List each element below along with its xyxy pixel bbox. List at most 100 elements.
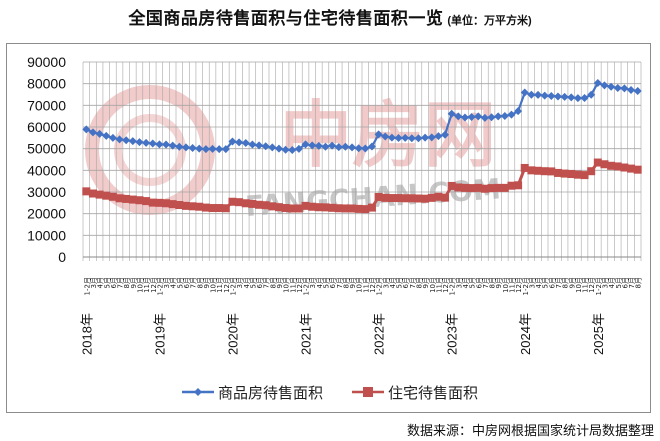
diamond-marker-icon [341,142,350,151]
legend-label: 商品房待售面积 [218,384,323,402]
square-marker-icon [607,161,616,170]
diamond-marker-icon [387,133,396,142]
chart-title: 全国商品房待售面积与住宅待售面积一览 (单位：万平方米) [0,4,660,29]
x-tick-label: 10月 [502,277,510,293]
square-marker-icon [407,194,416,203]
square-marker-icon [208,204,217,213]
square-marker-icon [354,204,363,213]
diamond-marker-icon [95,129,104,138]
square-marker-icon [474,183,483,192]
square-marker-icon [135,196,144,205]
y-tick-label: 0 [58,249,66,265]
square-marker-icon [514,181,523,190]
diamond-marker-icon [454,112,463,121]
square-marker-icon [341,204,350,213]
square-marker-icon [301,201,310,210]
square-marker-icon [334,204,343,213]
x-tick-label: 6月 [256,277,264,288]
square-marker-icon [128,195,137,204]
square-marker-icon [381,193,390,202]
x-tick-label: 11月 [362,277,370,293]
square-marker-icon [467,184,476,193]
diamond-marker-icon [401,133,410,142]
square-marker-icon [261,201,270,210]
x-tick-label: 7月 [336,277,344,288]
x-tick-label: 5月 [542,277,550,288]
x-tick-label: 9月 [349,277,357,288]
diamond-marker-icon [441,130,450,139]
square-marker-icon [553,168,562,177]
diamond-marker-icon [175,142,184,151]
x-tick-label: 8月 [269,277,277,288]
square-marker-icon [308,202,317,211]
y-tick-label: 50000 [27,141,66,157]
x-tick-label: 11月 [508,277,516,293]
unit-label: (单位：万平方米) [447,15,532,27]
square-marker-icon [534,166,543,175]
x-tick-label: 5月 [396,277,404,288]
diamond-marker-icon [414,134,423,143]
square-marker-icon [460,183,469,192]
square-marker-icon [321,203,330,212]
x-year-label: 2022年 [372,313,387,355]
square-marker-icon [580,171,589,180]
square-marker-icon [600,160,609,169]
square-marker-icon [235,198,244,207]
square-marker-icon [627,164,636,173]
square-marker-icon [201,203,210,212]
x-year-label: 2025年 [591,313,606,355]
square-marker-icon [540,167,549,176]
diamond-marker-icon [460,113,469,122]
diamond-marker-icon [142,138,151,147]
x-tick-label: 9月 [276,277,284,288]
diamond-marker-icon [573,94,582,103]
x-year-label: 2024年 [518,313,533,355]
square-marker-icon [162,199,171,208]
square-marker-icon [421,194,430,203]
square-marker-icon [148,198,157,207]
square-marker-icon [102,191,111,200]
square-marker-icon [500,183,509,192]
x-tick-label: 9月 [130,277,138,288]
x-tick-label: 8月 [123,277,131,288]
x-tick-label: 8月 [415,277,423,288]
square-marker-icon [195,202,204,211]
square-marker-icon [613,162,622,171]
square-marker-icon [633,165,642,174]
square-marker-icon [447,181,456,190]
x-tick-label: 6月 [402,277,410,288]
square-marker-icon [314,203,323,212]
square-marker-icon [587,167,596,176]
x-tick-label: 6月 [548,277,556,288]
diamond-marker-icon [115,135,124,144]
x-tick-label: 4月 [389,277,397,288]
diamond-marker-icon [314,141,323,150]
square-marker-icon [427,193,436,202]
x-tick-label: 3月 [382,277,390,288]
x-tick-label: 11月 [216,277,224,293]
x-tick-label: 1-2月 [376,277,384,295]
diamond-marker-icon [135,138,144,147]
x-tick-label: 12月 [369,277,377,293]
x-tick-label: 7月 [628,277,636,288]
square-marker-icon [82,187,91,196]
square-marker-icon [228,197,237,206]
square-marker-icon [241,199,250,208]
x-tick-label: 4月 [170,277,178,288]
diamond-marker-icon [128,137,137,146]
x-tick-label: 3月 [455,277,463,288]
diamond-marker-icon [567,93,576,102]
x-tick-label: 12月 [515,277,523,293]
diamond-marker-icon [168,141,177,150]
square-marker-icon [221,204,230,213]
x-tick-label: 4月 [535,277,543,288]
x-year-label: 2018年 [79,313,94,355]
y-tick-label: 80000 [27,76,66,92]
x-tick-label: 10月 [356,277,364,293]
legend-diamond-icon [194,388,202,396]
x-tick-label: 5月 [176,277,184,288]
x-tick-label: 1-2月 [449,277,457,295]
x-tick-label: 7月 [263,277,271,288]
legend: 商品房待售面积 住宅待售面积 [182,384,478,402]
square-marker-icon [95,190,104,199]
